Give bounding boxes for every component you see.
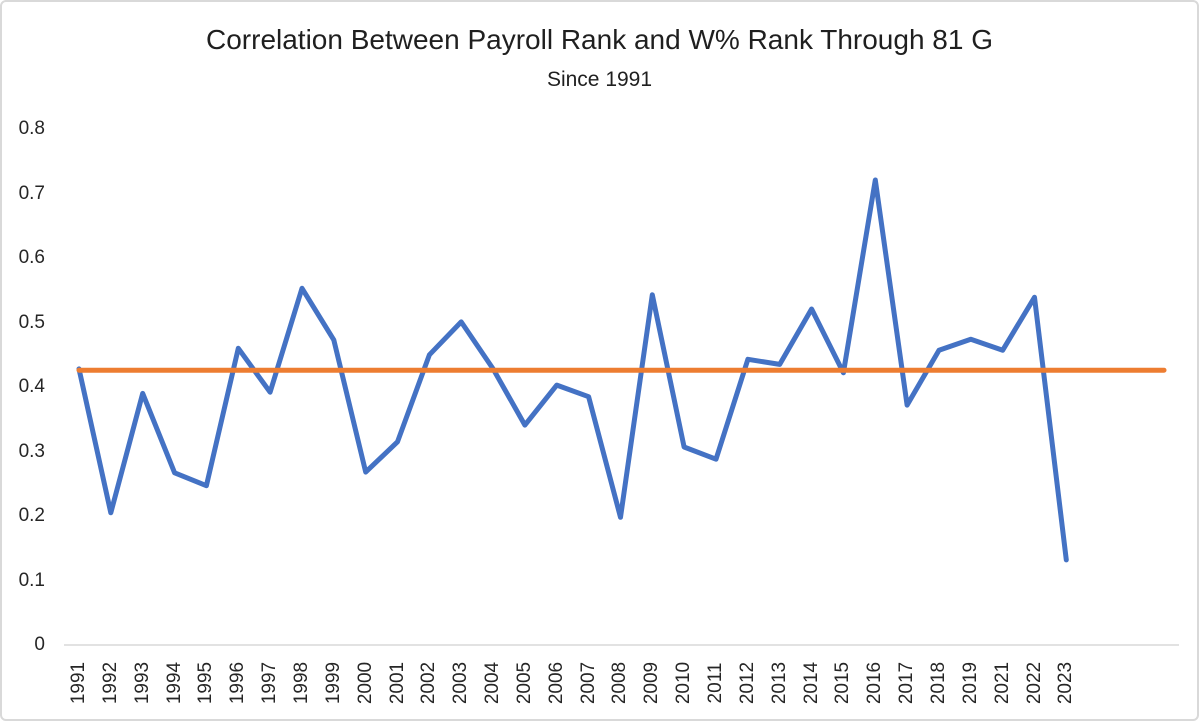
y-axis-tick-label: 0.4 <box>18 376 45 397</box>
y-axis-tick-label: 0.1 <box>18 569 45 591</box>
y-axis-tick-label: 0.5 <box>18 311 45 333</box>
chart-title: Correlation Between Payroll Rank and W% … <box>206 24 993 55</box>
y-axis-tick-label: 0.6 <box>18 247 45 268</box>
y-axis-tick-label: 0.3 <box>18 440 45 462</box>
chart-subtitle: Since 1991 <box>546 68 653 91</box>
y-axis-tick-label: 0.2 <box>18 505 45 526</box>
y-axis-tick-label: 0.8 <box>18 118 45 139</box>
y-axis-tick-label: 0.7 <box>18 182 45 204</box>
correlation-series-line <box>76 177 1069 563</box>
y-axis-tick-label: 0 <box>34 634 45 655</box>
